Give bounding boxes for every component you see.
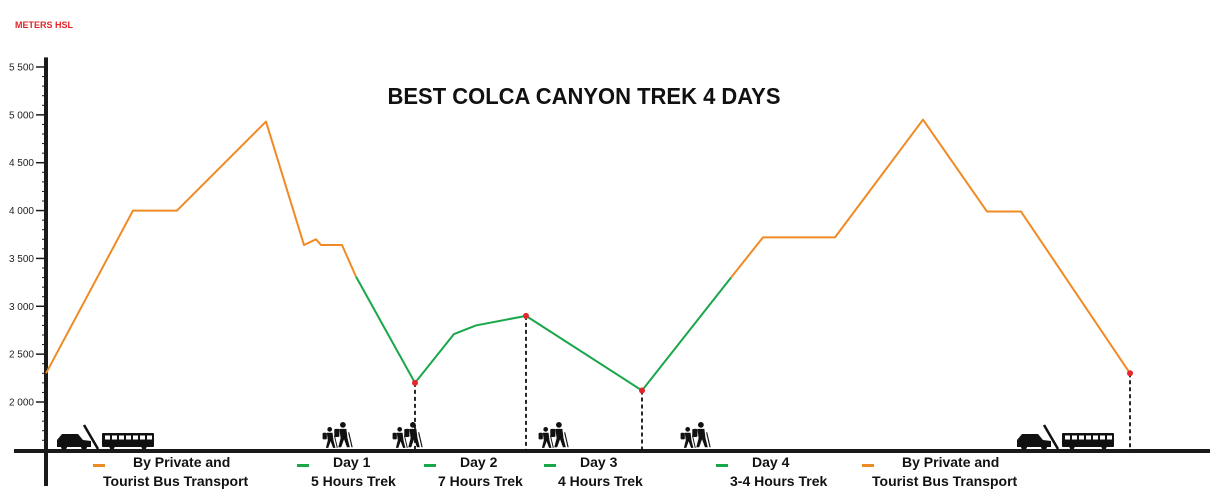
hiker-figure xyxy=(334,422,353,448)
legend-label-line1: Day 4 xyxy=(752,454,790,470)
hiker-figure xyxy=(550,422,569,448)
hiker-figure xyxy=(692,422,711,448)
series-line-transport xyxy=(730,118,1131,374)
legend-item: Day 4 3-4 Hours Trek xyxy=(716,454,827,489)
legend-item: Day 1 5 Hours Trek xyxy=(297,454,396,489)
hikers-icon xyxy=(322,422,353,449)
series-line-trek xyxy=(355,276,732,392)
y-tick-label: 4 000 xyxy=(9,206,34,217)
car-shape xyxy=(57,434,91,447)
y-tick-label: 3 000 xyxy=(9,302,34,313)
car-shape xyxy=(1017,434,1051,447)
chart-title: BEST COLCA CANYON TREK 4 DAYS xyxy=(387,83,780,109)
y-tick-label: 2 500 xyxy=(9,350,34,361)
hiker-figure xyxy=(392,427,408,449)
legend-item: By Private and Tourist Bus Transport xyxy=(93,454,249,489)
legend-swatch xyxy=(93,464,105,467)
hikers-icon xyxy=(392,422,423,449)
legend-swatch xyxy=(424,464,436,467)
y-tick-label: 3 500 xyxy=(9,254,34,265)
legend-label-line1: Day 1 xyxy=(333,454,371,470)
legend: By Private and Tourist Bus Transport Day 1… xyxy=(93,454,1018,489)
icons xyxy=(57,422,1114,450)
legend-label-line2: Tourist Bus Transport xyxy=(103,473,249,489)
hiker-figure xyxy=(680,427,696,449)
data-point-marker xyxy=(1127,370,1133,377)
drop-lines xyxy=(414,315,1131,451)
data-point-marker xyxy=(639,387,645,394)
bus-shape xyxy=(102,433,154,447)
legend-swatch xyxy=(544,464,556,467)
y-tick-label: 4 500 xyxy=(9,158,34,169)
y-tick-label: 2 000 xyxy=(9,398,34,409)
legend-swatch xyxy=(716,464,728,467)
legend-label-line2: Tourist Bus Transport xyxy=(872,473,1018,489)
legend-label-line2: 4 Hours Trek xyxy=(558,473,643,489)
legend-label-line2: 5 Hours Trek xyxy=(311,473,396,489)
vehicles-icon xyxy=(57,424,154,450)
legend-label-line1: Day 2 xyxy=(460,454,498,470)
hikers-icon xyxy=(680,422,711,449)
markers xyxy=(412,312,1133,394)
legend-label-line1: By Private and xyxy=(902,454,999,470)
data-point-marker xyxy=(523,312,529,319)
legend-label-line2: 3-4 Hours Trek xyxy=(730,473,827,489)
hiker-figure xyxy=(322,427,338,449)
series-line-transport xyxy=(45,120,357,374)
legend-label-line1: Day 3 xyxy=(580,454,618,470)
legend-label-line2: 7 Hours Trek xyxy=(438,473,523,489)
legend-item: By Private and Tourist Bus Transport xyxy=(862,454,1018,489)
legend-item: Day 2 7 Hours Trek xyxy=(424,454,523,489)
hiker-figure xyxy=(538,427,554,449)
legend-swatch xyxy=(862,464,874,467)
hikers-icon xyxy=(538,422,569,449)
data-point-marker xyxy=(412,379,418,386)
legend-item: Day 3 4 Hours Trek xyxy=(544,454,643,489)
y-tick-label: 5 500 xyxy=(9,63,34,74)
legend-swatch xyxy=(297,464,309,467)
series-lines xyxy=(45,118,1131,392)
hiker-figure xyxy=(404,422,423,448)
y-tick-label: 5 000 xyxy=(9,110,34,121)
bus-shape xyxy=(1062,433,1114,447)
axis-layer: 2 000 2 500 3 000 3 500 4 000 4 500 5 000 5 500 xyxy=(9,57,1210,486)
vehicles-icon xyxy=(1017,424,1114,450)
legend-label-line1: By Private and xyxy=(133,454,230,470)
y-axis-unit-label: METERS HSL xyxy=(15,20,74,30)
